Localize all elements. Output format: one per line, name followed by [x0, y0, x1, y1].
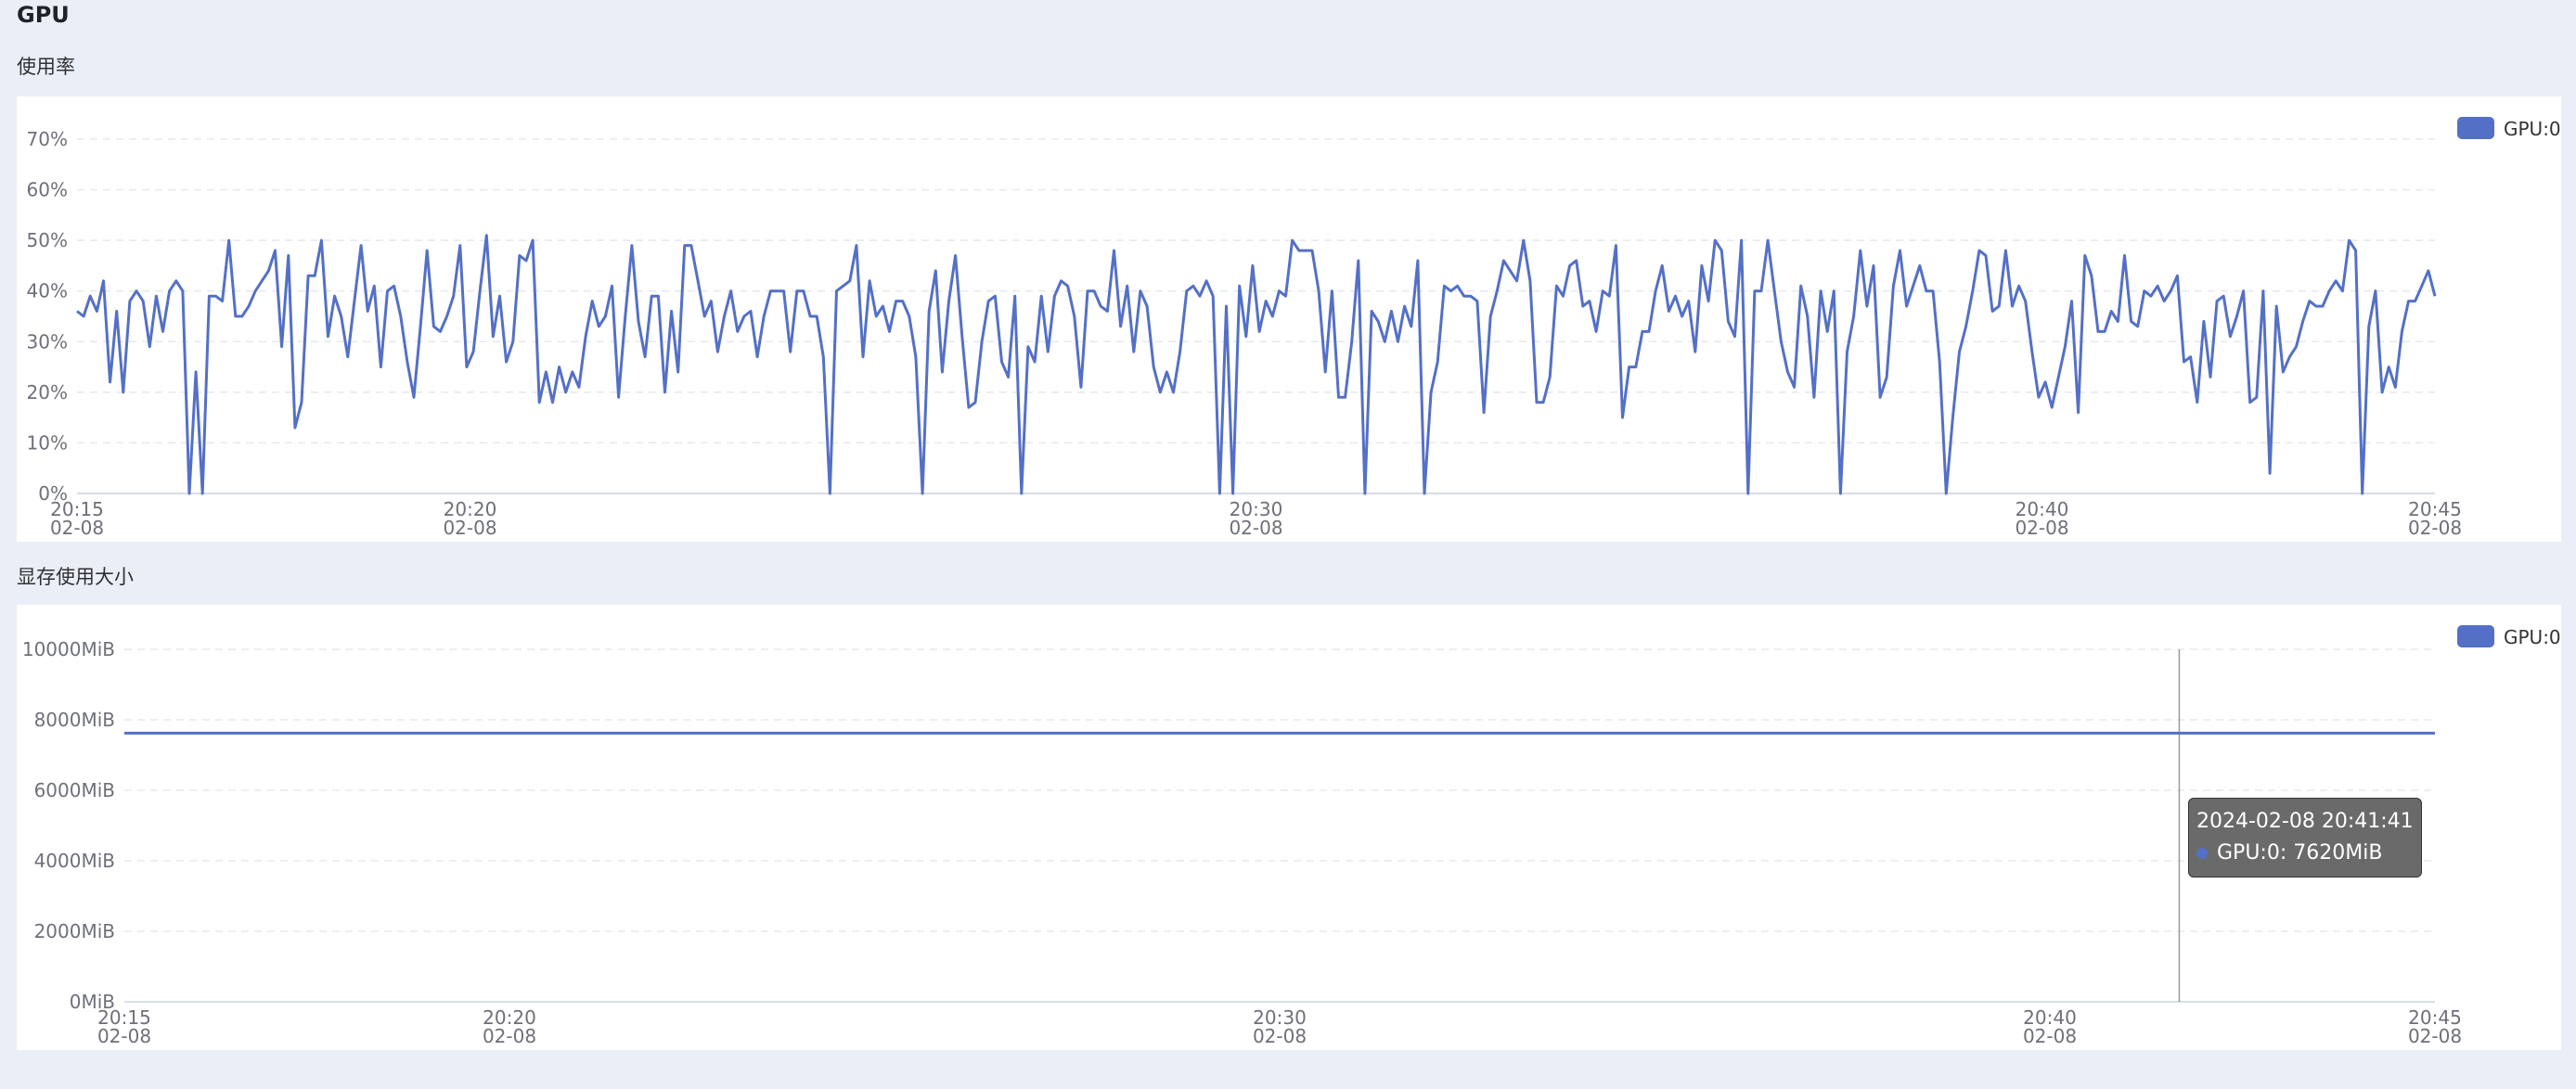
x-tick-time: 20:15: [50, 498, 104, 520]
gpu-section-title: GPU: [17, 2, 70, 28]
y-tick-label: 2000MiB: [34, 920, 115, 942]
x-tick-time: 20:30: [1253, 1006, 1307, 1029]
y-tick-label: 10000MiB: [22, 638, 115, 660]
y-tick-label: 10%: [27, 431, 68, 454]
y-tick-label: 0MiB: [70, 991, 115, 1013]
x-tick-date: 02-08: [443, 517, 496, 539]
usage-chart-svg[interactable]: 0%10%20%30%40%50%60%70%20:1502-0820:2002…: [17, 96, 2561, 542]
series-line-gpu0: [76, 234, 2437, 495]
legend-label: GPU:0: [2504, 118, 2561, 140]
x-tick-date: 02-08: [1253, 1025, 1307, 1047]
legend-swatch-icon: [2457, 117, 2494, 139]
y-tick-label: 70%: [27, 128, 68, 150]
x-tick-time: 20:45: [2408, 1006, 2462, 1029]
x-tick-date: 02-08: [2015, 517, 2068, 539]
memory-chart-panel[interactable]: 0MiB 2000MiB 4000MiB 6000MiB 8000MiB 10000MiB…: [17, 605, 2561, 1050]
x-tick-time: 20:40: [2023, 1006, 2077, 1029]
x-tick-time: 20:40: [2016, 498, 2069, 520]
y-tick-label: 60%: [27, 179, 68, 201]
y-tick-label: 30%: [27, 330, 68, 352]
usage-chart-label: 使用率: [17, 56, 75, 78]
x-tick-date: 02-08: [50, 517, 104, 539]
usage-chart-panel[interactable]: 0% 10% 20% 30% 40% 50% 60% 70% 20:15 02-08 20:20 02…: [17, 96, 2561, 542]
tooltip-series-value: GPU:0: 7620MiB: [2217, 841, 2383, 865]
x-tick-date: 02-08: [1229, 517, 1282, 539]
series-dot-icon: [2196, 848, 2208, 859]
legend-swatch-icon: [2457, 625, 2494, 647]
x-tick-time: 20:30: [1230, 498, 1283, 520]
memory-chart-svg[interactable]: 0MiB 2000MiB 4000MiB 6000MiB 8000MiB 10000MiB…: [17, 605, 2561, 1050]
y-tick-label: 0%: [38, 482, 68, 505]
memory-chart-label: 显存使用大小: [17, 566, 134, 588]
y-tick-label: 6000MiB: [34, 779, 115, 801]
x-tick-time: 20:20: [444, 498, 497, 520]
memory-tooltip: 2024-02-08 20:41:41 GPU:0: 7620MiB: [2188, 798, 2422, 878]
x-tick-time: 20:20: [483, 1006, 536, 1029]
x-tick-time: 20:15: [97, 1006, 151, 1029]
y-tick-label: 50%: [27, 229, 68, 251]
x-tick-date: 02-08: [483, 1025, 536, 1047]
x-tick-date: 02-08: [2408, 1025, 2462, 1047]
y-tick-label: 8000MiB: [34, 709, 115, 731]
x-tick-date: 02-08: [2408, 517, 2462, 539]
legend-label: GPU:0: [2504, 626, 2561, 648]
x-tick-time: 20:45: [2408, 498, 2462, 520]
y-tick-label: 20%: [27, 381, 68, 404]
tooltip-series-row: GPU:0: 7620MiB: [2196, 838, 2414, 869]
tooltip-time: 2024-02-08 20:41:41: [2196, 810, 2414, 833]
y-tick-label: 4000MiB: [34, 850, 115, 872]
y-tick-label: 40%: [27, 280, 68, 302]
x-tick-date: 02-08: [97, 1025, 151, 1047]
x-tick-date: 02-08: [2023, 1025, 2077, 1047]
